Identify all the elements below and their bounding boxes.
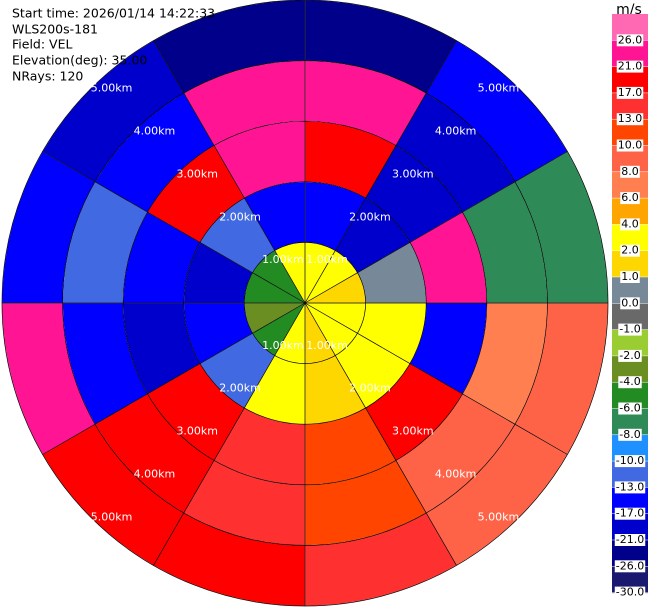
range-ring-label: 2.00km [349,382,391,395]
colorbar-label: 4.0 [621,217,639,230]
colorbar-label-bg [618,323,642,336]
range-ring-label: 4.00km [134,467,176,480]
colorbar-label: -13.0 [616,480,644,493]
range-ring-label: 5.00km [478,510,520,523]
spoke [304,40,457,304]
colorbar-label: 26.0 [618,33,643,46]
spoke [304,302,457,566]
range-ring [1,0,609,607]
colorbar-label-bg [616,86,644,99]
range-ring-label: 4.00km [134,125,176,138]
colorbar-label: 6.0 [621,191,639,204]
range-ring-label: 5.00km [91,510,133,523]
colorbar-label-bg [614,560,646,573]
colorbar-label: -21.0 [616,533,644,546]
colorbar-label-bg [618,402,642,415]
spoke [42,151,306,304]
elevation: Elevation(deg): 35.00 [12,53,147,68]
colorbar-label-bg [616,139,644,152]
colorbar-label: -17.0 [616,507,644,520]
spoke [153,302,306,566]
field: Field: VEL [12,37,72,52]
range-ring [122,120,488,486]
colorbar-label: -1.0 [619,323,640,336]
range-ring-label: 4.00km [435,125,477,138]
spoke [304,302,568,455]
spoke [304,151,568,304]
colorbar-label: -2.0 [619,349,640,362]
range-ring-label: 3.00km [392,167,434,180]
colorbar-label-bg [616,113,644,126]
colorbar-label-bg [618,428,642,441]
range-ring-label: 3.00km [176,425,218,438]
colorbar-label: -4.0 [619,375,640,388]
instrument: WLS200s-181 [12,22,98,37]
range-ring-label: 1.00km [306,339,348,352]
colorbar-label-bg [616,34,644,47]
colorbar-label: -30.0 [616,586,644,599]
colorbar-label-bg [614,586,646,599]
colorbar-label-bg [620,297,640,310]
range-ring-label: 1.00km [262,339,304,352]
spoke [42,302,306,455]
colorbar-label-bg [614,481,646,494]
colorbar-label-bg [616,60,644,73]
colorbar-label: 13.0 [618,112,643,125]
range-ring-label: 2.00km [349,210,391,223]
colorbar-label-bg [618,376,642,389]
range-ring-label: 3.00km [392,425,434,438]
colorbar: 26.0 21.0 17.0 13.0 10.0 8.0 6.0 4.0 2.0 1.0 0.0 -1… [612,14,648,599]
start-time: Start time: 2026/01/14 14:22:33 [12,6,215,21]
spoke [153,40,306,304]
range-ring-label: 2.00km [219,382,261,395]
range-ring-label: 5.00km [91,82,133,95]
colorbar-label: -8.0 [619,428,640,441]
colorbar-label: 8.0 [621,165,639,178]
colorbar-label: 21.0 [618,60,643,73]
colorbar-label: 2.0 [621,244,639,257]
colorbar-label-bg [614,507,646,520]
colorbar-label: 10.0 [618,139,643,152]
range-ring-label: 1.00km [306,253,348,266]
colorbar-label-bg [620,218,640,231]
range-ring [62,60,548,546]
ppi-plot [2,0,608,606]
colorbar-label-bg [620,244,640,257]
colorbar-label: -10.0 [616,454,644,467]
range-ring-label: 3.00km [176,167,218,180]
colorbar-label-bg [620,192,640,205]
colorbar-label-bg [614,534,646,546]
range-ring [244,242,366,364]
range-ring-label: 5.00km [478,82,520,95]
range-ring-label: 2.00km [219,210,261,223]
colorbar-label-bg [620,271,640,283]
colorbar-label: 0.0 [621,296,639,309]
colorbar-label: 17.0 [618,86,643,99]
range-ring-label: 1.00km [262,253,304,266]
colorbar-label: -26.0 [616,559,644,572]
range-ring [183,181,427,425]
colorbar-label-bg [618,349,642,362]
nrays: NRays: 120 [12,69,83,84]
colorbar-label: -6.0 [619,402,640,415]
colorbar-label-bg [620,165,640,178]
colorbar-label: 1.0 [621,270,639,283]
range-ring-label: 4.00km [435,467,477,480]
colorbar-label-bg [614,455,646,468]
